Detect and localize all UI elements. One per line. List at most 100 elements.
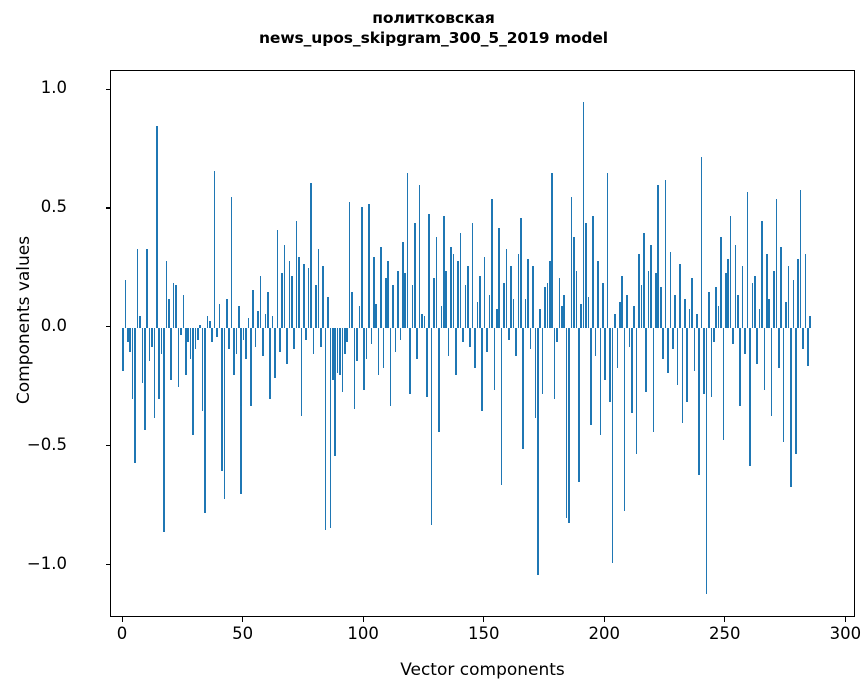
bar (556, 327, 558, 343)
bar (250, 327, 252, 407)
bar (418, 185, 421, 328)
bar (327, 296, 329, 328)
bar (247, 318, 250, 328)
bar (549, 261, 551, 328)
bar (351, 292, 353, 328)
bar (172, 282, 175, 328)
bar (602, 282, 604, 328)
y-tick-label: −0.5 (26, 434, 67, 454)
bar (471, 223, 474, 328)
bar (257, 311, 259, 328)
bar (245, 327, 247, 359)
bar (720, 237, 722, 328)
bar (705, 327, 708, 595)
bar (732, 327, 734, 345)
bar (520, 218, 522, 328)
bar (534, 327, 537, 419)
bar (698, 327, 701, 476)
bar (512, 299, 515, 328)
bar (775, 199, 778, 328)
bar (380, 246, 382, 328)
bar (804, 254, 807, 328)
x-tick-mark (121, 617, 123, 622)
chart-title: политковская news_upos_skipgram_300_5_20… (0, 8, 867, 48)
bar (782, 327, 785, 442)
bar (184, 327, 187, 376)
bar (582, 101, 585, 328)
bar (281, 273, 283, 328)
bar (495, 308, 498, 328)
bar (382, 327, 385, 369)
bar (228, 327, 230, 350)
bar (156, 125, 158, 328)
bar (153, 327, 156, 419)
bar (426, 327, 428, 397)
bar (377, 327, 380, 376)
bar (213, 170, 216, 328)
bar (647, 270, 650, 328)
bar (626, 294, 628, 328)
bar (761, 220, 763, 328)
bar (433, 277, 435, 328)
bar (363, 327, 365, 390)
bar (189, 327, 192, 359)
bar (143, 327, 146, 431)
bar (237, 306, 240, 328)
bar (532, 266, 534, 328)
bar (134, 327, 136, 464)
bar (686, 327, 689, 402)
bar (737, 294, 739, 328)
bar (765, 254, 768, 328)
bar (264, 313, 267, 328)
bar (254, 327, 257, 347)
bar (479, 275, 481, 328)
bar (780, 246, 783, 328)
bar (233, 327, 235, 376)
bar (271, 315, 274, 328)
bar (744, 327, 746, 354)
bar (751, 282, 754, 328)
bar (221, 327, 223, 471)
bar (541, 327, 544, 395)
bar (442, 216, 445, 328)
x-tick-label: 100 (347, 624, 379, 643)
bar (406, 173, 409, 328)
bar (288, 261, 291, 328)
bar (568, 327, 570, 523)
bar (758, 308, 761, 328)
bar (739, 327, 742, 407)
bar (129, 327, 132, 352)
bar (741, 266, 744, 328)
bar (160, 327, 163, 354)
bar (276, 230, 279, 328)
bar (630, 327, 633, 414)
bar (146, 249, 148, 328)
bar (597, 261, 599, 328)
bar (527, 258, 529, 328)
bar (652, 327, 655, 433)
bar (344, 327, 346, 354)
bar (592, 216, 594, 328)
bar (609, 327, 611, 402)
bar (712, 327, 715, 343)
bar (710, 327, 713, 397)
x-tick-label: 150 (467, 624, 500, 643)
x-tick-mark (603, 617, 605, 622)
bar (225, 299, 228, 328)
bar (283, 244, 286, 328)
bar (295, 220, 298, 328)
bar (717, 306, 720, 328)
bar (662, 327, 664, 359)
bar (452, 254, 455, 328)
bar (785, 301, 787, 328)
bar (319, 327, 322, 347)
bar (722, 327, 725, 440)
bar (746, 192, 749, 328)
bar (508, 327, 510, 340)
y-tick-mark (105, 445, 110, 447)
bar (141, 327, 144, 383)
bar (394, 327, 397, 352)
bar (305, 327, 308, 340)
bar (131, 327, 134, 400)
chart-title-line-2: news_upos_skipgram_300_5_2019 model (258, 29, 609, 47)
